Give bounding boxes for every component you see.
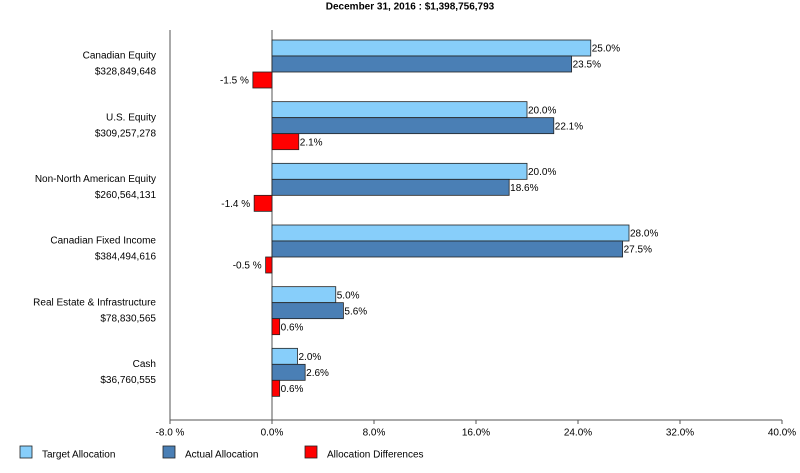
category-label: Canadian Fixed Income bbox=[50, 236, 156, 247]
legend-swatch bbox=[304, 445, 318, 459]
x-tick-label: 40.0% bbox=[768, 428, 796, 439]
bar bbox=[271, 379, 281, 397]
value-label: 23.5% bbox=[573, 60, 601, 71]
category-label: Non-North American Equity bbox=[35, 174, 156, 185]
value-label: 25.0% bbox=[592, 44, 620, 55]
value-label: 27.5% bbox=[624, 245, 652, 256]
bar bbox=[271, 162, 528, 180]
bar bbox=[271, 101, 528, 119]
legend-swatch bbox=[19, 445, 33, 459]
x-tick-label: 8.0% bbox=[363, 428, 386, 439]
value-label: 20.0% bbox=[528, 167, 556, 178]
x-tick-label: 24.0% bbox=[564, 428, 592, 439]
bar bbox=[265, 256, 273, 274]
value-label: -0.5 % bbox=[233, 261, 262, 272]
legend-label: Target Allocation bbox=[42, 450, 115, 461]
value-label: 20.0% bbox=[528, 105, 556, 116]
bar bbox=[271, 302, 344, 320]
category-amount: $384,494,616 bbox=[95, 252, 157, 263]
value-label: 18.6% bbox=[510, 183, 538, 194]
bar bbox=[271, 286, 337, 304]
category-amount: $78,830,565 bbox=[100, 313, 156, 324]
bar bbox=[271, 224, 630, 242]
legend-label: Actual Allocation bbox=[185, 450, 258, 461]
value-label: 0.6% bbox=[281, 322, 304, 333]
bar bbox=[271, 347, 298, 365]
value-label: 5.6% bbox=[344, 306, 367, 317]
value-label: 5.0% bbox=[337, 290, 360, 301]
chart-title: December 31, 2016 : $1,398,756,793 bbox=[326, 2, 495, 13]
value-label: 2.0% bbox=[299, 352, 322, 363]
value-label: -1.5 % bbox=[220, 76, 249, 87]
legend-label: Allocation Differences bbox=[327, 450, 424, 461]
x-tick-label: 0.0% bbox=[261, 428, 284, 439]
value-label: 0.6% bbox=[281, 384, 304, 395]
bar bbox=[271, 55, 573, 73]
bar bbox=[271, 39, 592, 57]
bar bbox=[271, 318, 281, 336]
x-tick-label: 32.0% bbox=[666, 428, 694, 439]
bar bbox=[253, 194, 273, 212]
category-amount: $260,564,131 bbox=[95, 190, 157, 201]
value-label: 2.6% bbox=[306, 368, 329, 379]
category-label: Canadian Equity bbox=[83, 51, 156, 62]
category-amount: $36,760,555 bbox=[100, 375, 156, 386]
value-label: -1.4 % bbox=[221, 199, 250, 210]
bar bbox=[271, 133, 300, 151]
value-label: 28.0% bbox=[630, 229, 658, 240]
category-label: U.S. Equity bbox=[106, 112, 156, 123]
x-tick-label: 16.0% bbox=[462, 428, 490, 439]
x-tick-label: -8.0 % bbox=[156, 428, 185, 439]
legend-swatch bbox=[162, 445, 176, 459]
category-amount: $309,257,278 bbox=[95, 128, 157, 139]
bar bbox=[252, 71, 273, 89]
value-label: 22.1% bbox=[555, 121, 583, 132]
category-label: Cash bbox=[133, 359, 156, 370]
bar bbox=[271, 363, 306, 381]
category-amount: $328,849,648 bbox=[95, 67, 157, 78]
bar bbox=[271, 117, 555, 135]
bar bbox=[271, 178, 510, 196]
category-label: Real Estate & Infrastructure bbox=[33, 297, 156, 308]
value-label: 2.1% bbox=[300, 137, 323, 148]
bar bbox=[271, 240, 624, 258]
